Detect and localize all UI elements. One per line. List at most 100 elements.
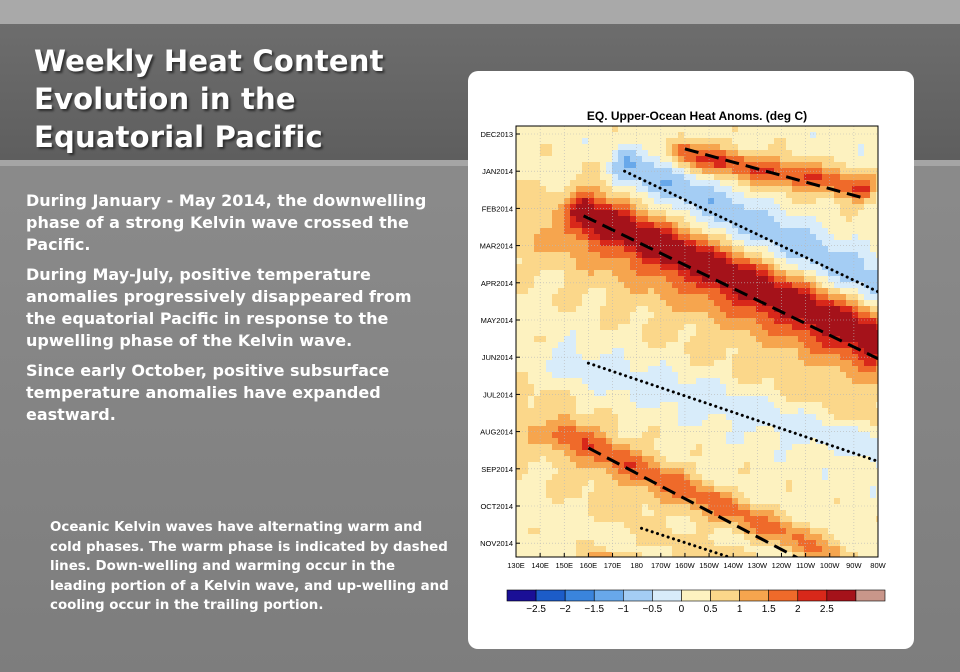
- heat-cell: [834, 288, 841, 295]
- heat-cell: [840, 240, 847, 247]
- heat-cell: [870, 414, 877, 421]
- heat-cell: [558, 246, 565, 253]
- heat-cell: [576, 462, 583, 469]
- heat-cell: [738, 450, 745, 457]
- heat-cell: [654, 246, 661, 253]
- heat-cell: [810, 390, 817, 397]
- heat-cell: [828, 462, 835, 469]
- heat-cell: [612, 294, 619, 301]
- heat-cell: [690, 222, 697, 229]
- heat-cell: [576, 516, 583, 523]
- heat-cell: [528, 264, 535, 271]
- heat-cell: [792, 186, 799, 193]
- heat-cell: [858, 252, 865, 259]
- heat-cell: [564, 252, 571, 259]
- heat-cell: [870, 372, 877, 379]
- heat-cell: [798, 468, 805, 475]
- heat-cell: [696, 402, 703, 409]
- heat-cell: [774, 198, 781, 205]
- heat-cell: [738, 348, 745, 355]
- heat-cell: [570, 402, 577, 409]
- heat-cell: [630, 318, 637, 325]
- heat-cell: [564, 204, 571, 211]
- heat-cell: [864, 156, 871, 163]
- heat-cell: [768, 162, 775, 169]
- heat-cell: [840, 366, 847, 373]
- heat-cell: [630, 156, 637, 163]
- heat-cell: [702, 438, 709, 445]
- colorbar-label: 0.5: [704, 604, 718, 615]
- heat-cell: [870, 546, 877, 553]
- heat-cell: [822, 480, 829, 487]
- heat-cell: [840, 210, 847, 217]
- heat-cell: [744, 132, 751, 139]
- heat-cell: [732, 438, 739, 445]
- heat-cell: [828, 132, 835, 139]
- heat-cell: [756, 258, 763, 265]
- heat-cell: [606, 342, 613, 349]
- heat-cell: [858, 546, 865, 553]
- heat-cell: [750, 522, 757, 529]
- heat-cell: [600, 174, 607, 181]
- heat-cell: [816, 372, 823, 379]
- heat-cell: [780, 342, 787, 349]
- heat-cell: [828, 288, 835, 295]
- heat-cell: [624, 330, 631, 337]
- heat-cell: [762, 228, 769, 235]
- heat-cell: [726, 342, 733, 349]
- heat-cell: [642, 504, 649, 511]
- heat-cell: [792, 252, 799, 259]
- heat-cell: [738, 282, 745, 289]
- heat-cell: [600, 342, 607, 349]
- heat-cell: [654, 372, 661, 379]
- colorbar-swatch: [768, 589, 799, 602]
- heat-cell: [858, 462, 865, 469]
- heat-cell: [744, 138, 751, 145]
- heat-cell: [714, 270, 721, 277]
- heat-cell: [642, 432, 649, 439]
- heat-cell: [654, 222, 661, 229]
- heat-cell: [720, 222, 727, 229]
- heat-cell: [822, 144, 829, 151]
- heat-cell: [672, 510, 679, 517]
- heat-cell: [762, 198, 769, 205]
- heat-cell: [876, 324, 878, 331]
- heat-cell: [816, 402, 823, 409]
- heat-cell: [840, 342, 847, 349]
- heat-cell: [636, 138, 643, 145]
- plot-frame: [515, 125, 879, 558]
- heat-cell: [636, 468, 643, 475]
- heat-cell: [666, 324, 673, 331]
- heat-cell: [648, 306, 655, 313]
- heat-cell: [732, 390, 739, 397]
- heat-cell: [624, 456, 631, 463]
- heat-cell: [846, 480, 853, 487]
- heat-cell: [750, 348, 757, 355]
- heat-cell: [528, 360, 535, 367]
- heat-cell: [768, 522, 775, 529]
- heat-cell: [714, 462, 721, 469]
- heat-cell: [774, 162, 781, 169]
- heat-cell: [828, 126, 835, 133]
- heat-cell: [624, 522, 631, 529]
- heat-cell: [522, 324, 529, 331]
- heat-cell: [648, 534, 655, 541]
- heat-cell: [762, 474, 769, 481]
- heat-cell: [522, 258, 529, 265]
- heat-cell: [612, 228, 619, 235]
- heat-cell: [768, 408, 775, 415]
- heat-cell: [576, 156, 583, 163]
- heat-cell: [534, 270, 541, 277]
- heat-cell: [624, 294, 631, 301]
- heat-cell: [612, 372, 619, 379]
- heat-cell: [774, 528, 781, 535]
- heat-cell: [738, 498, 745, 505]
- heat-cell: [840, 330, 847, 337]
- heat-cell: [726, 372, 733, 379]
- heat-cell: [600, 450, 607, 457]
- heat-cell: [720, 414, 727, 421]
- heat-cell: [816, 492, 823, 499]
- heat-cell: [546, 432, 553, 439]
- heat-cell: [870, 288, 877, 295]
- heat-cell: [678, 534, 685, 541]
